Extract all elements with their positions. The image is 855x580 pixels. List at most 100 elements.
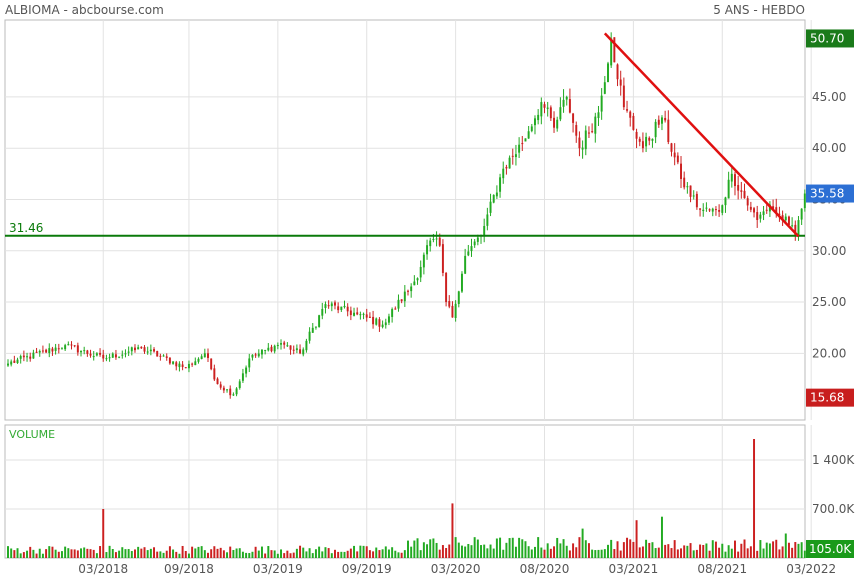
volume-bar: [568, 550, 571, 558]
volume-bar: [289, 553, 292, 558]
candle-body: [375, 318, 378, 325]
candle-body: [778, 213, 781, 215]
volume-bar: [35, 553, 38, 558]
candle-body: [473, 241, 476, 246]
volume-bar: [416, 538, 419, 558]
volume-bar: [375, 547, 378, 558]
candle-body: [426, 245, 429, 255]
volume-bar: [216, 548, 219, 558]
volume-bar: [445, 548, 448, 558]
volume-bar: [505, 542, 508, 558]
candle-body: [578, 137, 581, 149]
volume-bar: [124, 549, 127, 558]
volume-bar: [76, 550, 79, 558]
volume-bar: [280, 549, 282, 558]
volume-bar: [159, 551, 162, 558]
volume-bar: [432, 538, 435, 558]
candle-body: [295, 348, 298, 351]
volume-bar: [378, 550, 381, 558]
volume-bar: [70, 549, 73, 558]
candle-body: [114, 354, 117, 358]
volume-bar: [622, 542, 625, 558]
volume-bar: [724, 551, 727, 558]
volume-bar: [534, 546, 536, 558]
volume-bar: [384, 546, 387, 558]
volume-bar: [597, 549, 600, 558]
volume-bar: [683, 545, 686, 558]
volume-bar: [734, 540, 736, 558]
volume-bar: [38, 548, 41, 558]
period-label: 5 ANS - HEBDO: [713, 3, 805, 17]
volume-bar: [29, 546, 32, 558]
volume-bar: [784, 533, 787, 558]
volume-bar: [797, 543, 800, 558]
candle-body: [457, 291, 460, 304]
price-tick-label: 30.00: [812, 244, 846, 258]
candle-body: [403, 291, 406, 302]
candle-body: [226, 389, 229, 391]
volume-bar: [594, 550, 597, 558]
candle-body: [695, 193, 698, 208]
candle-body: [537, 114, 540, 121]
volume-bar: [226, 552, 229, 558]
candle-body: [283, 342, 286, 345]
volume-bar: [565, 545, 568, 558]
candle-body: [229, 388, 232, 396]
volume-bar: [648, 542, 651, 558]
candle-body: [314, 326, 317, 328]
candle-body: [337, 306, 340, 311]
candle-body: [667, 119, 670, 142]
volume-bar: [64, 546, 67, 558]
volume-bar: [730, 548, 733, 558]
candle-body: [159, 355, 162, 357]
candle-body: [57, 348, 60, 350]
candle-body: [584, 130, 587, 150]
x-tick-label: 03/2022: [786, 562, 836, 576]
candle-body: [607, 63, 609, 83]
candle-body: [670, 143, 673, 152]
volume-bar: [22, 552, 25, 558]
candle-body: [92, 356, 95, 358]
candle-body: [645, 136, 648, 147]
candle-body: [143, 347, 146, 352]
candle-body: [530, 126, 533, 132]
volume-bar: [45, 549, 48, 558]
candle-body: [153, 349, 156, 352]
volume-bar: [156, 551, 159, 558]
candle-body: [299, 349, 302, 354]
volume-bar: [41, 553, 44, 558]
volume-bar: [657, 547, 660, 558]
candle-body: [756, 212, 759, 220]
volume-bar: [67, 548, 70, 558]
volume-bar: [26, 550, 29, 558]
volume-bar: [194, 548, 197, 558]
volume-bar: [267, 546, 270, 558]
candle-body: [429, 240, 432, 247]
volume-bar: [168, 546, 171, 558]
candle-body: [727, 179, 730, 199]
candle-body: [241, 373, 244, 381]
candle-body: [619, 79, 622, 86]
candle-body: [641, 141, 644, 149]
volume-bar: [781, 546, 784, 558]
volume-bar: [238, 548, 241, 558]
volume-bar: [435, 542, 438, 558]
candle-body: [311, 327, 314, 333]
volume-tick-label: 700.0K: [812, 502, 855, 516]
candle-body: [327, 305, 330, 307]
candle-body: [581, 147, 584, 150]
candle-body: [175, 362, 178, 367]
volume-bar: [19, 553, 22, 558]
volume-bar: [803, 550, 806, 558]
candle-body: [419, 266, 422, 278]
candle-body: [318, 315, 321, 327]
volume-bar: [702, 544, 705, 558]
volume-bar: [480, 545, 482, 558]
volume-bar: [172, 549, 175, 558]
candle-body: [35, 351, 38, 353]
volume-bar: [613, 549, 616, 558]
candle-body: [626, 109, 629, 111]
candle-body: [613, 37, 616, 63]
candle-body: [321, 308, 324, 316]
candle-body: [10, 361, 13, 365]
